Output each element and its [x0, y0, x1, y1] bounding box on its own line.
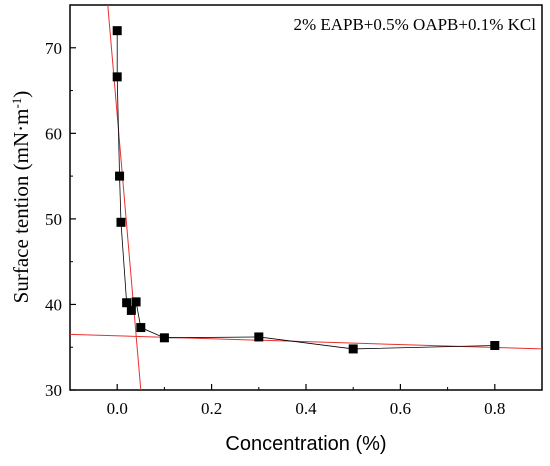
data-point: [159, 333, 169, 343]
annotation-label: 2% EAPB+0.5% OAPB+0.1% KCl: [293, 15, 536, 34]
y-tick-label: 30: [45, 381, 62, 400]
data-point: [126, 305, 136, 315]
data-point: [136, 323, 146, 333]
x-axis-ticks: 0.0 0.2 0.4 0.6 0.8: [69, 384, 543, 418]
y-axis-ticks: 30 40 50 60 70: [45, 39, 76, 400]
y-axis-label-superscript: -1: [9, 98, 24, 109]
series-connector: [116, 30, 495, 350]
data-point: [254, 332, 264, 342]
fit-lines: [70, 5, 542, 390]
y-tick-label: 50: [45, 210, 62, 229]
y-tick-label: 60: [45, 124, 62, 143]
plot-frame: [69, 4, 543, 391]
y-axis-label: Surface tention (mN·m-1): [9, 91, 34, 304]
x-tick-label: 0.4: [295, 399, 317, 418]
data-point: [112, 26, 122, 36]
y-tick-label: 70: [45, 39, 62, 58]
data-points: [112, 26, 500, 354]
y-tick-label: 40: [45, 295, 62, 314]
x-tick-label: 0.6: [390, 399, 411, 418]
x-tick-label: 0.8: [484, 399, 505, 418]
data-point: [122, 298, 132, 308]
series-line: [116, 30, 495, 350]
fit-line: [107, 5, 142, 390]
data-point: [115, 171, 125, 181]
x-tick-label: 0.2: [201, 399, 222, 418]
data-point: [348, 344, 358, 354]
data-point: [490, 341, 500, 351]
x-tick-label: 0.0: [107, 399, 128, 418]
x-axis-label: Concentration (%): [225, 433, 386, 455]
data-point: [112, 72, 122, 82]
y-axis-label-close: ): [9, 91, 33, 98]
data-point: [116, 217, 126, 227]
data-point: [131, 297, 141, 307]
fit-line: [70, 333, 542, 350]
y-axis-label-main: Surface tention (mN·m: [9, 109, 33, 304]
